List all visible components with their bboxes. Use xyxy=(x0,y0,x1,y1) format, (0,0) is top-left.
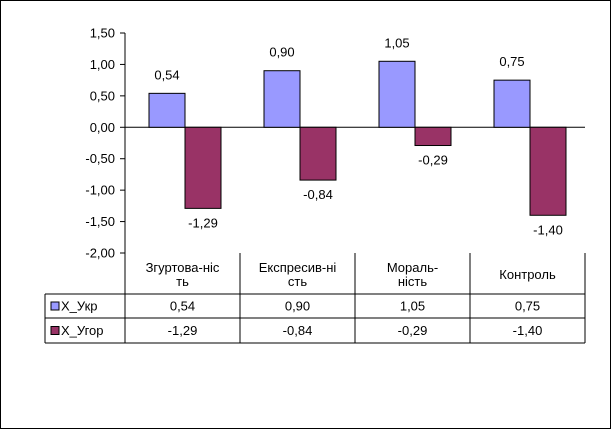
category-label: Контроль xyxy=(499,267,556,282)
bar-value-label: 0,90 xyxy=(269,45,294,60)
table-cell-value: 1,05 xyxy=(400,299,425,314)
y-tick-label: -1,50 xyxy=(85,214,115,229)
legend-key xyxy=(50,326,60,335)
category-label: Експресив-ні сть xyxy=(259,260,337,289)
legend-key xyxy=(50,301,60,311)
bar-value-label: -0,29 xyxy=(418,153,448,168)
y-tick-label: -2,00 xyxy=(85,246,115,261)
y-tick-label: -0,50 xyxy=(85,151,115,166)
y-tick-label: -1,00 xyxy=(85,183,115,198)
bar-value-label: -1,29 xyxy=(188,215,218,230)
table-cell-value: 0,75 xyxy=(515,299,540,314)
table-cell-value: -0,84 xyxy=(283,323,313,338)
bar xyxy=(263,70,301,128)
table-cell-value: -0,29 xyxy=(398,323,428,338)
y-tick-label: 1,50 xyxy=(90,26,115,41)
bars xyxy=(148,60,567,216)
legend-label: Х_Угор xyxy=(61,323,104,338)
bar-value-label: -0,84 xyxy=(303,187,333,202)
table-cell-value: 0,90 xyxy=(285,299,310,314)
bar xyxy=(529,126,567,216)
bar-value-labels: 0,54 -1,29 0,90 -0,84 1,05 -0,29 0,75 -1,40 xyxy=(154,35,562,237)
bar-value-label: 0,54 xyxy=(154,67,179,82)
bar xyxy=(299,126,337,181)
table-cell-value: 0,54 xyxy=(170,299,195,314)
y-tick-label: 1,00 xyxy=(90,57,115,72)
table-cell-value: -1,40 xyxy=(513,323,543,338)
category-label: Мораль-ність xyxy=(387,260,438,289)
y-axis: 1,50 1,00 0,50 0,00 -0,50 -1,00 -1,50 -2,00 xyxy=(85,26,585,294)
bar-value-label: -1,40 xyxy=(533,222,563,237)
data-table: Згуртова-ніс ть Експресив-ні сть Мораль-ніст… xyxy=(44,253,586,344)
legend-label: Х_Укр xyxy=(61,299,98,314)
bar xyxy=(184,126,222,209)
bar xyxy=(493,79,531,128)
bar xyxy=(148,92,186,128)
table-cell-value: -1,29 xyxy=(168,323,198,338)
bar-value-label: 1,05 xyxy=(384,35,409,50)
y-tick-label: 0,50 xyxy=(90,88,115,103)
bar-value-label: 0,75 xyxy=(499,54,524,69)
category-label: Згуртова-ніс ть xyxy=(146,260,220,289)
bar xyxy=(378,60,416,128)
bar xyxy=(414,126,452,147)
y-tick-label: 0,00 xyxy=(90,120,115,135)
